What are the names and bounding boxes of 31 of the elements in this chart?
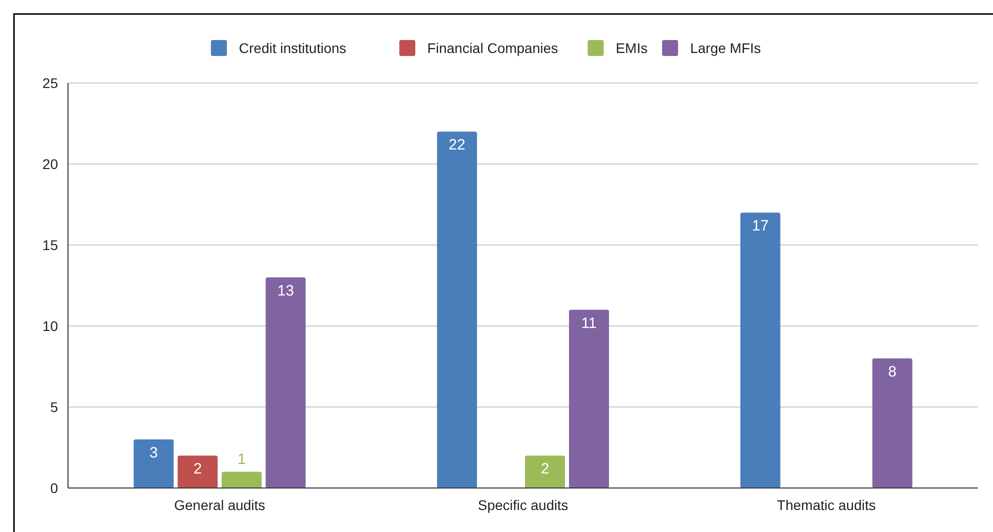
bar xyxy=(525,456,565,488)
data-label: 2 xyxy=(540,460,550,478)
bar xyxy=(134,439,174,488)
data-label: 8 xyxy=(888,363,897,380)
bar xyxy=(437,132,477,488)
y-tick-label: 5 xyxy=(50,398,58,415)
bar xyxy=(222,472,262,488)
x-tick-label: Specific audits xyxy=(478,497,568,513)
data-label: 11 xyxy=(581,314,597,332)
data-label: 17 xyxy=(752,218,769,235)
legend-label: Credit institutions xyxy=(238,40,346,56)
bar xyxy=(266,277,306,488)
data-label: 1 xyxy=(237,450,246,468)
x-tick-label: General audits xyxy=(174,497,266,513)
data-label: 22 xyxy=(448,136,466,154)
data-label: 13 xyxy=(277,282,294,300)
data-label: 3 xyxy=(149,444,158,462)
legend-label: Large MFIs xyxy=(690,40,761,56)
legend-label: EMIs xyxy=(616,40,648,56)
bar xyxy=(178,456,218,488)
y-tick-label: 15 xyxy=(42,236,58,253)
y-tick-label: 25 xyxy=(42,74,58,91)
y-tick-label: 10 xyxy=(42,318,58,334)
x-tick-label: Thematic audits xyxy=(776,497,876,513)
bar xyxy=(569,310,609,488)
data-label: 2 xyxy=(193,460,202,478)
y-tick-label: 0 xyxy=(50,480,58,496)
bar xyxy=(740,212,780,488)
legend-label: Financial Companies xyxy=(427,40,558,56)
y-tick-label: 20 xyxy=(42,156,58,172)
bar xyxy=(872,358,912,488)
